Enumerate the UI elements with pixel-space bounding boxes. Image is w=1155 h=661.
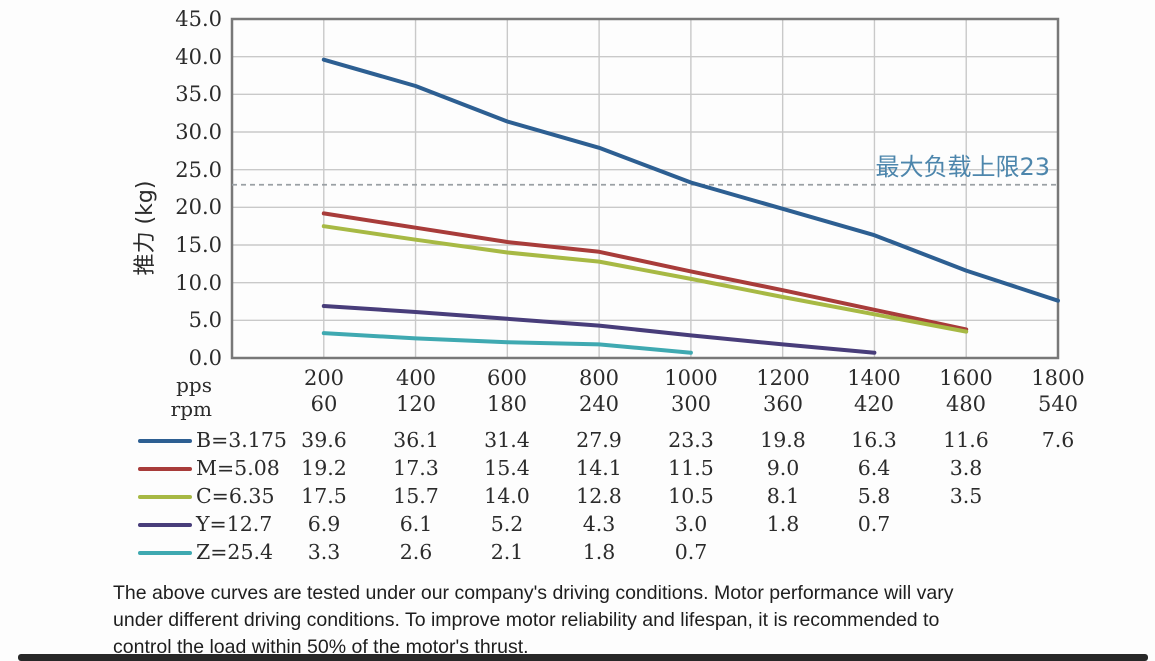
table-cell: 2.6: [399, 540, 433, 564]
x-tick-rpm: 120: [395, 392, 437, 416]
y-tick-label: 5.0: [188, 308, 222, 332]
table-cell: 12.8: [576, 484, 622, 508]
table-cell: 0.7: [857, 512, 891, 536]
table-cell: 17.5: [301, 484, 347, 508]
x-tick-rpm: 180: [486, 392, 528, 416]
y-tick-label: 40.0: [175, 45, 222, 69]
curve-Z=25.4: [321, 331, 693, 355]
table-cell: 3.5: [949, 484, 983, 508]
table-cell: 9.0: [766, 456, 800, 480]
table-cell: 1.8: [766, 512, 800, 536]
series-label: M=5.08: [196, 456, 280, 480]
x-tick-pps: 400: [395, 366, 437, 390]
table-cell: 10.5: [668, 484, 714, 508]
curve-M=5.08: [321, 211, 969, 332]
x-tick-rpm: 420: [853, 392, 895, 416]
table-cell: 5.8: [857, 484, 891, 508]
table-cell: 3.0: [674, 512, 708, 536]
x-tick-rpm: 240: [578, 392, 620, 416]
x-tick-rpm: 60: [310, 392, 338, 416]
table-cell: 23.3: [668, 428, 714, 452]
plot-border: [230, 17, 1060, 360]
table-cell: 3.8: [949, 456, 983, 480]
y-tick-label: 45.0: [175, 7, 222, 31]
table-cell: 6.1: [399, 512, 433, 536]
curve-C=6.35: [321, 224, 969, 334]
x-tick-rpm: 300: [670, 392, 712, 416]
y-tick-label: 30.0: [175, 120, 222, 144]
y-tick-label: 25.0: [175, 158, 222, 182]
x-tick-pps: 1600: [939, 366, 993, 390]
table-cell: 3.3: [307, 540, 341, 564]
table-cell: 39.6: [301, 428, 347, 452]
x-tick-pps: 600: [486, 366, 528, 390]
table-cell: 17.3: [393, 456, 439, 480]
table-cell: 15.7: [393, 484, 439, 508]
x-tick-pps: 800: [578, 366, 620, 390]
table-cell: 2.1: [490, 540, 524, 564]
x-tick-pps: 1200: [756, 366, 810, 390]
curve-B=3.175: [321, 57, 1060, 303]
table-cell: 0.7: [674, 540, 708, 564]
series-label: Z=25.4: [196, 540, 274, 564]
table-cell: 31.4: [484, 428, 530, 452]
footnote-line: The above curves are tested under our co…: [113, 582, 954, 604]
y-tick-label: 15.0: [175, 233, 222, 257]
x-axis-unit-rpm: rpm: [170, 397, 212, 421]
footnote-line: control the load within 50% of the motor…: [113, 636, 529, 658]
x-tick-pps: 1400: [847, 366, 901, 390]
x-tick-rpm: 360: [762, 392, 804, 416]
bottom-bar: [18, 654, 1148, 661]
table-cell: 19.8: [760, 428, 806, 452]
y-tick-label: 35.0: [175, 82, 222, 106]
series-label: Y=12.7: [196, 512, 273, 536]
table-cell: 1.8: [582, 540, 616, 564]
table-cell: 11.5: [668, 456, 714, 480]
x-tick-rpm: 480: [945, 392, 987, 416]
footnote-line: under different driving conditions. To i…: [113, 609, 940, 631]
x-tick-pps: 200: [303, 366, 345, 390]
y-tick-label: 20.0: [175, 195, 222, 219]
table-cell: 16.3: [851, 428, 897, 452]
table-cell: 8.1: [766, 484, 800, 508]
x-tick-pps: 1000: [664, 366, 718, 390]
table-cell: 14.0: [484, 484, 530, 508]
table-cell: 7.6: [1041, 428, 1075, 452]
y-tick-label: 0.0: [188, 346, 222, 370]
x-axis-unit-pps: pps: [176, 373, 212, 397]
y-tick-label: 10.0: [175, 271, 222, 295]
table-cell: 6.9: [307, 512, 341, 536]
table-cell: 4.3: [582, 512, 616, 536]
table-cell: 19.2: [301, 456, 347, 480]
table-cell: 5.2: [490, 512, 524, 536]
x-tick-rpm: 540: [1037, 392, 1079, 416]
curve-Y=12.7: [321, 304, 877, 355]
series-label: B=3.175: [196, 428, 287, 452]
table-cell: 14.1: [576, 456, 622, 480]
max-load-annotation: 最大负载上限23: [875, 153, 1050, 181]
table-cell: 15.4: [484, 456, 530, 480]
table-cell: 11.6: [943, 428, 989, 452]
x-tick-pps: 1800: [1031, 366, 1085, 390]
table-cell: 27.9: [576, 428, 622, 452]
table-cell: 36.1: [393, 428, 439, 452]
table-cell: 6.4: [857, 456, 891, 480]
series-label: C=6.35: [196, 484, 275, 508]
